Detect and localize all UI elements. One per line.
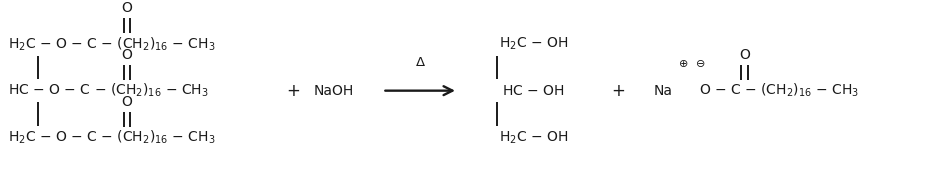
- Text: O $-$ C $-$ (CH$_2$)$_{16}$ $-$ CH$_3$: O $-$ C $-$ (CH$_2$)$_{16}$ $-$ CH$_3$: [700, 82, 859, 99]
- Text: ⊖: ⊖: [697, 59, 706, 69]
- Text: HC $-$ OH: HC $-$ OH: [502, 84, 565, 98]
- Text: H$_2$C $-$ OH: H$_2$C $-$ OH: [498, 36, 568, 52]
- Text: H$_2$C $-$ OH: H$_2$C $-$ OH: [498, 129, 568, 146]
- Text: +: +: [611, 82, 625, 100]
- Text: H$_2$C $-$ O $-$ C $-$ (CH$_2$)$_{16}$ $-$ CH$_3$: H$_2$C $-$ O $-$ C $-$ (CH$_2$)$_{16}$ $…: [8, 129, 215, 146]
- Text: Na: Na: [654, 84, 673, 98]
- Text: NaOH: NaOH: [313, 84, 354, 98]
- Text: O: O: [739, 48, 750, 62]
- Text: O: O: [122, 1, 132, 15]
- Text: HC $-$ O $-$ C $-$ (CH$_2$)$_{16}$ $-$ CH$_3$: HC $-$ O $-$ C $-$ (CH$_2$)$_{16}$ $-$ C…: [8, 82, 209, 99]
- Text: H$_2$C $-$ O $-$ C $-$ (CH$_2$)$_{16}$ $-$ CH$_3$: H$_2$C $-$ O $-$ C $-$ (CH$_2$)$_{16}$ $…: [8, 35, 215, 52]
- Text: +: +: [286, 82, 300, 100]
- Text: O: O: [122, 94, 132, 108]
- Text: O: O: [122, 48, 132, 62]
- Text: ⊕: ⊕: [680, 59, 689, 69]
- Text: Δ: Δ: [415, 56, 425, 69]
